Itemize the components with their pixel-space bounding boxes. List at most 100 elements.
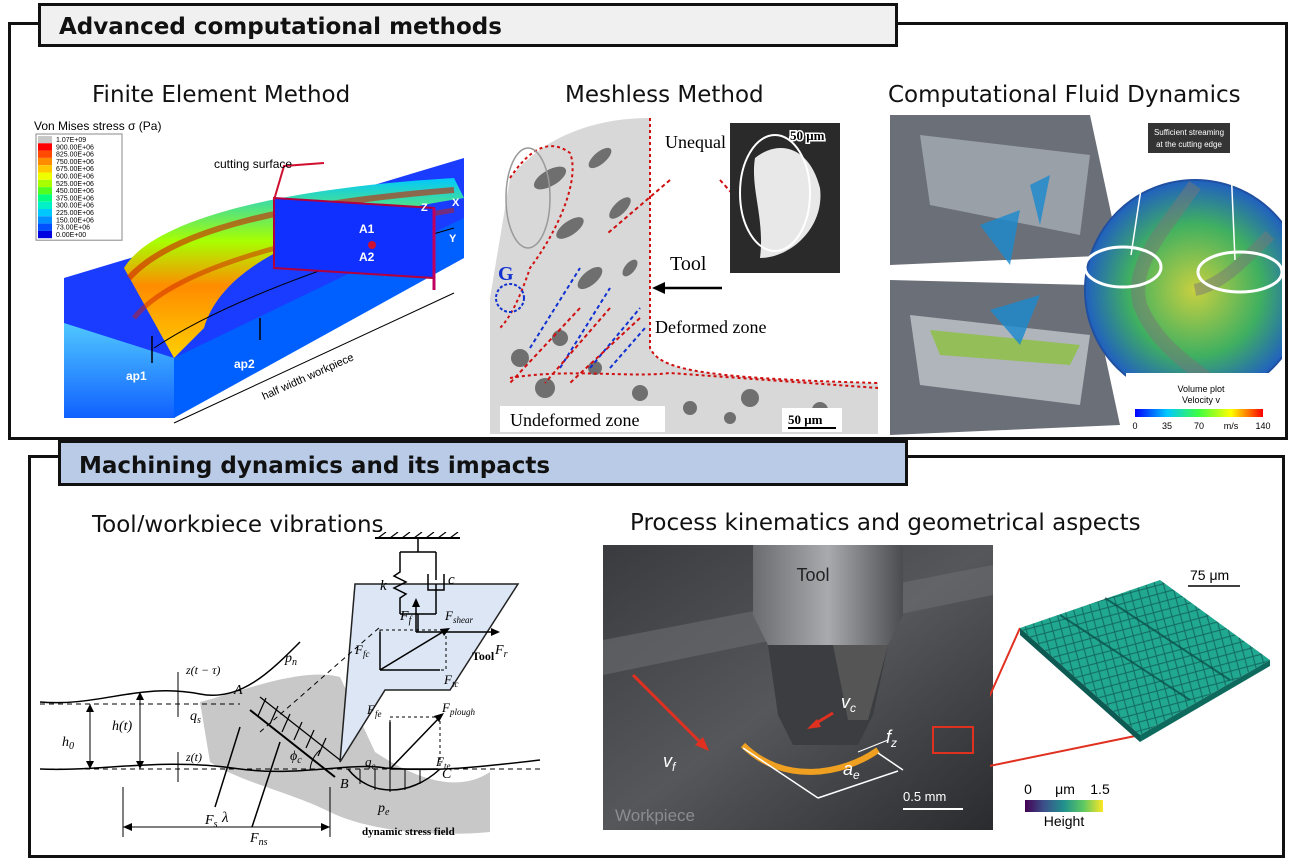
meshless-undeformed-label: Undeformed zone — [510, 410, 639, 430]
fem-a1-label: A1 — [359, 222, 375, 236]
label-Fshear: Fshear — [444, 608, 473, 625]
fem-legend-swatch — [38, 194, 52, 202]
vibrations-lower-surface — [40, 759, 541, 773]
label-ht: h(t) — [112, 719, 133, 734]
fem-legend-swatch — [38, 216, 52, 224]
label-Ftc: Ftc — [443, 672, 458, 689]
vibrations-spring — [392, 552, 408, 614]
kinematics-chip — [740, 742, 880, 775]
fem-legend-value: 73.00E+06 — [56, 225, 90, 232]
section-computational-header: Advanced computational methods — [38, 3, 898, 47]
meshless-deformed-label: Deformed zone — [655, 317, 766, 337]
fem-legend-swatch — [38, 179, 52, 188]
fem-axis-y: Y — [449, 233, 457, 245]
section-dynamics-frame — [28, 455, 1285, 858]
meshless-material — [490, 118, 878, 434]
cfd-velocity-label: Velocity v — [1182, 395, 1221, 405]
fem-legend-value: 750.00E+06 — [56, 159, 94, 166]
meshless-blue-arrows — [529, 267, 646, 369]
meshless-g-label: G — [498, 263, 514, 285]
cfd-callout-text-1: Sufficient streaming — [1154, 128, 1224, 137]
label-ztau: z(t − τ) — [185, 663, 220, 677]
label-pn: pn — [284, 651, 297, 668]
meshless-svg: G Unequal 50 μm Tool Deformed zone Undef… — [490, 118, 878, 434]
fem-legend-value: 525.00E+06 — [56, 181, 94, 188]
label-phi: ϕc — [290, 749, 302, 766]
vibrations-figure: k c Ff Fr Ffc Fshear Ftc Tool Ffe Fploug… — [40, 532, 585, 850]
fem-legend-value: 1.07E+09 — [56, 137, 86, 144]
kinematics-vf-label: vf — [663, 751, 677, 774]
fem-legend-value: 675.00E+06 — [56, 166, 94, 173]
fem-axis-x: X — [452, 197, 460, 209]
label-Fns: Fns — [249, 831, 268, 848]
cfd-svg: Sufficient streaming at the cutting edge… — [890, 115, 1282, 435]
fem-legend-value: 0.00E+00 — [56, 232, 86, 239]
vibrations-upper-surface — [40, 641, 301, 704]
height-colorbar — [1025, 800, 1103, 812]
label-B: B — [340, 777, 349, 792]
topography-scale-label: 75 μm — [1190, 567, 1229, 583]
fem-legend-swatch — [38, 223, 52, 231]
fem-workpiece-side — [64, 323, 174, 418]
label-A: A — [233, 683, 243, 698]
cfd-volume-plot-label: Volume plot — [1177, 384, 1225, 394]
cfd-tick-35: 35 — [1162, 421, 1172, 431]
cfd-tick-unit: m/s — [1224, 421, 1239, 431]
label-tool: Tool — [472, 649, 495, 663]
fem-legend-value: 450.00E+06 — [56, 188, 94, 195]
fem-cutting-plane — [273, 196, 435, 280]
height-tick-unit: μm — [1055, 781, 1075, 797]
label-C: C — [442, 767, 452, 782]
cfd-callout-right — [1196, 250, 1282, 294]
cfd-tick-70: 70 — [1194, 421, 1204, 431]
kinematics-tool — [753, 545, 903, 645]
meshless-scale-top: 50 μm — [790, 128, 825, 143]
label-zt: z(t) — [185, 750, 202, 764]
label-lambda: λ — [221, 810, 229, 826]
meshless-scale-bottom: 50 μm — [788, 412, 823, 427]
label-Fte: Fte — [435, 754, 450, 771]
height-tick-max: 1.5 — [1090, 781, 1110, 797]
fem-legend-swatch — [38, 157, 52, 166]
cfd-figure: Sufficient streaming at the cutting edge… — [890, 115, 1282, 435]
fem-legend-swatch — [38, 230, 52, 239]
label-c: c — [448, 572, 455, 588]
fem-legend-swatch — [38, 201, 52, 209]
fem-legend-title: Von Mises stress σ (Pa) — [34, 119, 161, 133]
cfd-tick-0: 0 — [1132, 421, 1137, 431]
fem-legend-swatch — [38, 136, 52, 144]
fem-point-a2 — [368, 241, 376, 249]
fem-legend: 1.07E+09900.00E+06825.00E+06750.00E+0667… — [35, 133, 123, 241]
fem-svg: Von Mises stress σ (Pa) 1.07E+09900.00E+… — [34, 119, 464, 424]
label-Ffc: Ffc — [354, 642, 369, 659]
label-Ffe: Ffe — [366, 702, 381, 719]
fem-legend-swatch — [38, 172, 52, 180]
label-Fplough: Fplough — [441, 700, 475, 717]
topography-figure: 75 μm 0 μm 1.5 Height — [990, 560, 1280, 830]
label-qs: qs — [190, 709, 201, 726]
fem-legend-value: 150.00E+06 — [56, 217, 94, 224]
kinematics-tool-label: Tool — [796, 565, 829, 585]
cfd-callout-text-2: at the cutting edge — [1156, 140, 1222, 149]
section-dynamics-header: Machining dynamics and its impacts — [58, 440, 908, 486]
label-Ff: Ff — [399, 609, 413, 626]
height-tick-0: 0 — [1024, 781, 1032, 797]
cfd-title: Computational Fluid Dynamics — [888, 82, 1241, 108]
kinematics-ae-label: ae — [843, 759, 860, 782]
label-stress-field: dynamic stress field — [362, 826, 455, 838]
label-pe: pe — [377, 801, 390, 818]
fem-figure: Von Mises stress σ (Pa) 1.07E+09 900.00E+… — [34, 118, 470, 430]
fem-legend-value: 225.00E+06 — [56, 210, 94, 217]
kinematics-svg: Tool vc fz ae vf 0.5 mm Workpiece — [603, 545, 993, 830]
label-qe: qe — [365, 754, 376, 771]
fem-legend-value: 900.00E+06 — [56, 144, 94, 151]
fem-legend-swatch — [38, 143, 52, 151]
vibrations-tool — [339, 583, 520, 763]
label-h0: h0 — [62, 735, 74, 752]
fem-ap2-label: ap2 — [234, 357, 255, 371]
fem-axis-z: Z — [421, 202, 428, 214]
cfd-tick-140: 140 — [1255, 421, 1270, 431]
topography-svg: 75 μm 0 μm 1.5 Height — [990, 567, 1270, 829]
kinematics-workpiece-label: Workpiece — [615, 806, 695, 825]
fem-a2-label: A2 — [359, 250, 375, 264]
